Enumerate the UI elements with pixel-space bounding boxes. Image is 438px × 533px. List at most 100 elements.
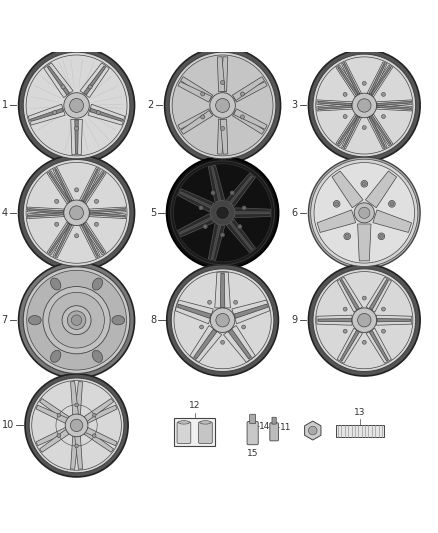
Circle shape	[240, 115, 244, 119]
Circle shape	[18, 47, 134, 164]
Circle shape	[308, 50, 420, 161]
Polygon shape	[36, 405, 68, 424]
Polygon shape	[377, 105, 410, 110]
Circle shape	[57, 414, 61, 417]
Circle shape	[240, 92, 244, 96]
Circle shape	[29, 378, 124, 473]
Circle shape	[210, 308, 235, 333]
Polygon shape	[371, 67, 391, 95]
Polygon shape	[208, 165, 225, 202]
Circle shape	[96, 110, 100, 115]
Text: 6: 6	[292, 208, 298, 218]
Polygon shape	[85, 427, 117, 446]
Polygon shape	[81, 171, 106, 204]
Circle shape	[352, 308, 377, 333]
Polygon shape	[211, 167, 221, 200]
Circle shape	[57, 434, 61, 438]
Polygon shape	[318, 319, 351, 322]
Ellipse shape	[200, 421, 211, 424]
Polygon shape	[36, 427, 68, 446]
Polygon shape	[318, 105, 352, 110]
Polygon shape	[226, 219, 255, 253]
Polygon shape	[28, 208, 64, 213]
Polygon shape	[27, 211, 64, 219]
Circle shape	[221, 80, 225, 85]
Polygon shape	[28, 104, 65, 125]
Circle shape	[210, 200, 235, 225]
Polygon shape	[71, 435, 78, 469]
FancyBboxPatch shape	[272, 417, 276, 424]
Circle shape	[167, 264, 279, 376]
Circle shape	[171, 161, 275, 265]
Circle shape	[221, 233, 225, 237]
Circle shape	[316, 272, 413, 369]
Circle shape	[379, 235, 383, 238]
Circle shape	[308, 264, 420, 376]
Polygon shape	[49, 223, 70, 253]
Circle shape	[70, 206, 84, 220]
Polygon shape	[233, 82, 267, 102]
Circle shape	[362, 341, 366, 344]
Circle shape	[75, 444, 78, 448]
Circle shape	[173, 164, 272, 262]
FancyBboxPatch shape	[174, 418, 215, 446]
Circle shape	[53, 110, 57, 115]
Polygon shape	[233, 77, 265, 100]
Polygon shape	[180, 77, 213, 100]
Circle shape	[242, 325, 246, 329]
Polygon shape	[80, 223, 100, 258]
Ellipse shape	[50, 350, 61, 362]
Circle shape	[362, 182, 366, 185]
Polygon shape	[338, 67, 358, 95]
Circle shape	[381, 307, 385, 311]
Polygon shape	[81, 224, 99, 256]
Circle shape	[390, 202, 394, 206]
Circle shape	[314, 163, 414, 263]
Polygon shape	[343, 117, 360, 148]
Circle shape	[333, 200, 340, 207]
Polygon shape	[369, 65, 393, 97]
Polygon shape	[369, 63, 385, 94]
Polygon shape	[367, 62, 387, 95]
Polygon shape	[223, 326, 255, 362]
Polygon shape	[377, 315, 412, 325]
Ellipse shape	[28, 316, 41, 325]
Polygon shape	[53, 223, 74, 258]
Ellipse shape	[50, 278, 61, 290]
Circle shape	[88, 85, 92, 89]
Circle shape	[18, 155, 134, 271]
Text: 11: 11	[280, 423, 291, 432]
Polygon shape	[44, 63, 73, 98]
Ellipse shape	[92, 350, 102, 362]
Circle shape	[210, 93, 235, 118]
Circle shape	[23, 52, 130, 159]
Ellipse shape	[112, 316, 125, 325]
Circle shape	[311, 159, 418, 266]
Polygon shape	[74, 435, 82, 469]
Circle shape	[361, 181, 367, 187]
Circle shape	[95, 222, 99, 227]
Circle shape	[343, 115, 347, 118]
Polygon shape	[74, 382, 82, 415]
Polygon shape	[47, 222, 72, 255]
Polygon shape	[83, 223, 104, 253]
Circle shape	[362, 126, 366, 130]
Circle shape	[381, 92, 385, 96]
Circle shape	[362, 296, 366, 300]
Polygon shape	[211, 225, 221, 259]
Polygon shape	[317, 100, 352, 107]
Circle shape	[74, 188, 78, 192]
Polygon shape	[178, 82, 212, 102]
Circle shape	[201, 115, 205, 119]
Circle shape	[167, 157, 279, 269]
Polygon shape	[220, 273, 225, 308]
Circle shape	[27, 270, 127, 370]
Circle shape	[344, 233, 350, 240]
Polygon shape	[343, 63, 360, 94]
Polygon shape	[376, 100, 412, 107]
Polygon shape	[332, 171, 363, 208]
Circle shape	[343, 329, 347, 333]
Polygon shape	[318, 101, 352, 106]
Circle shape	[381, 329, 385, 333]
Circle shape	[18, 262, 134, 378]
